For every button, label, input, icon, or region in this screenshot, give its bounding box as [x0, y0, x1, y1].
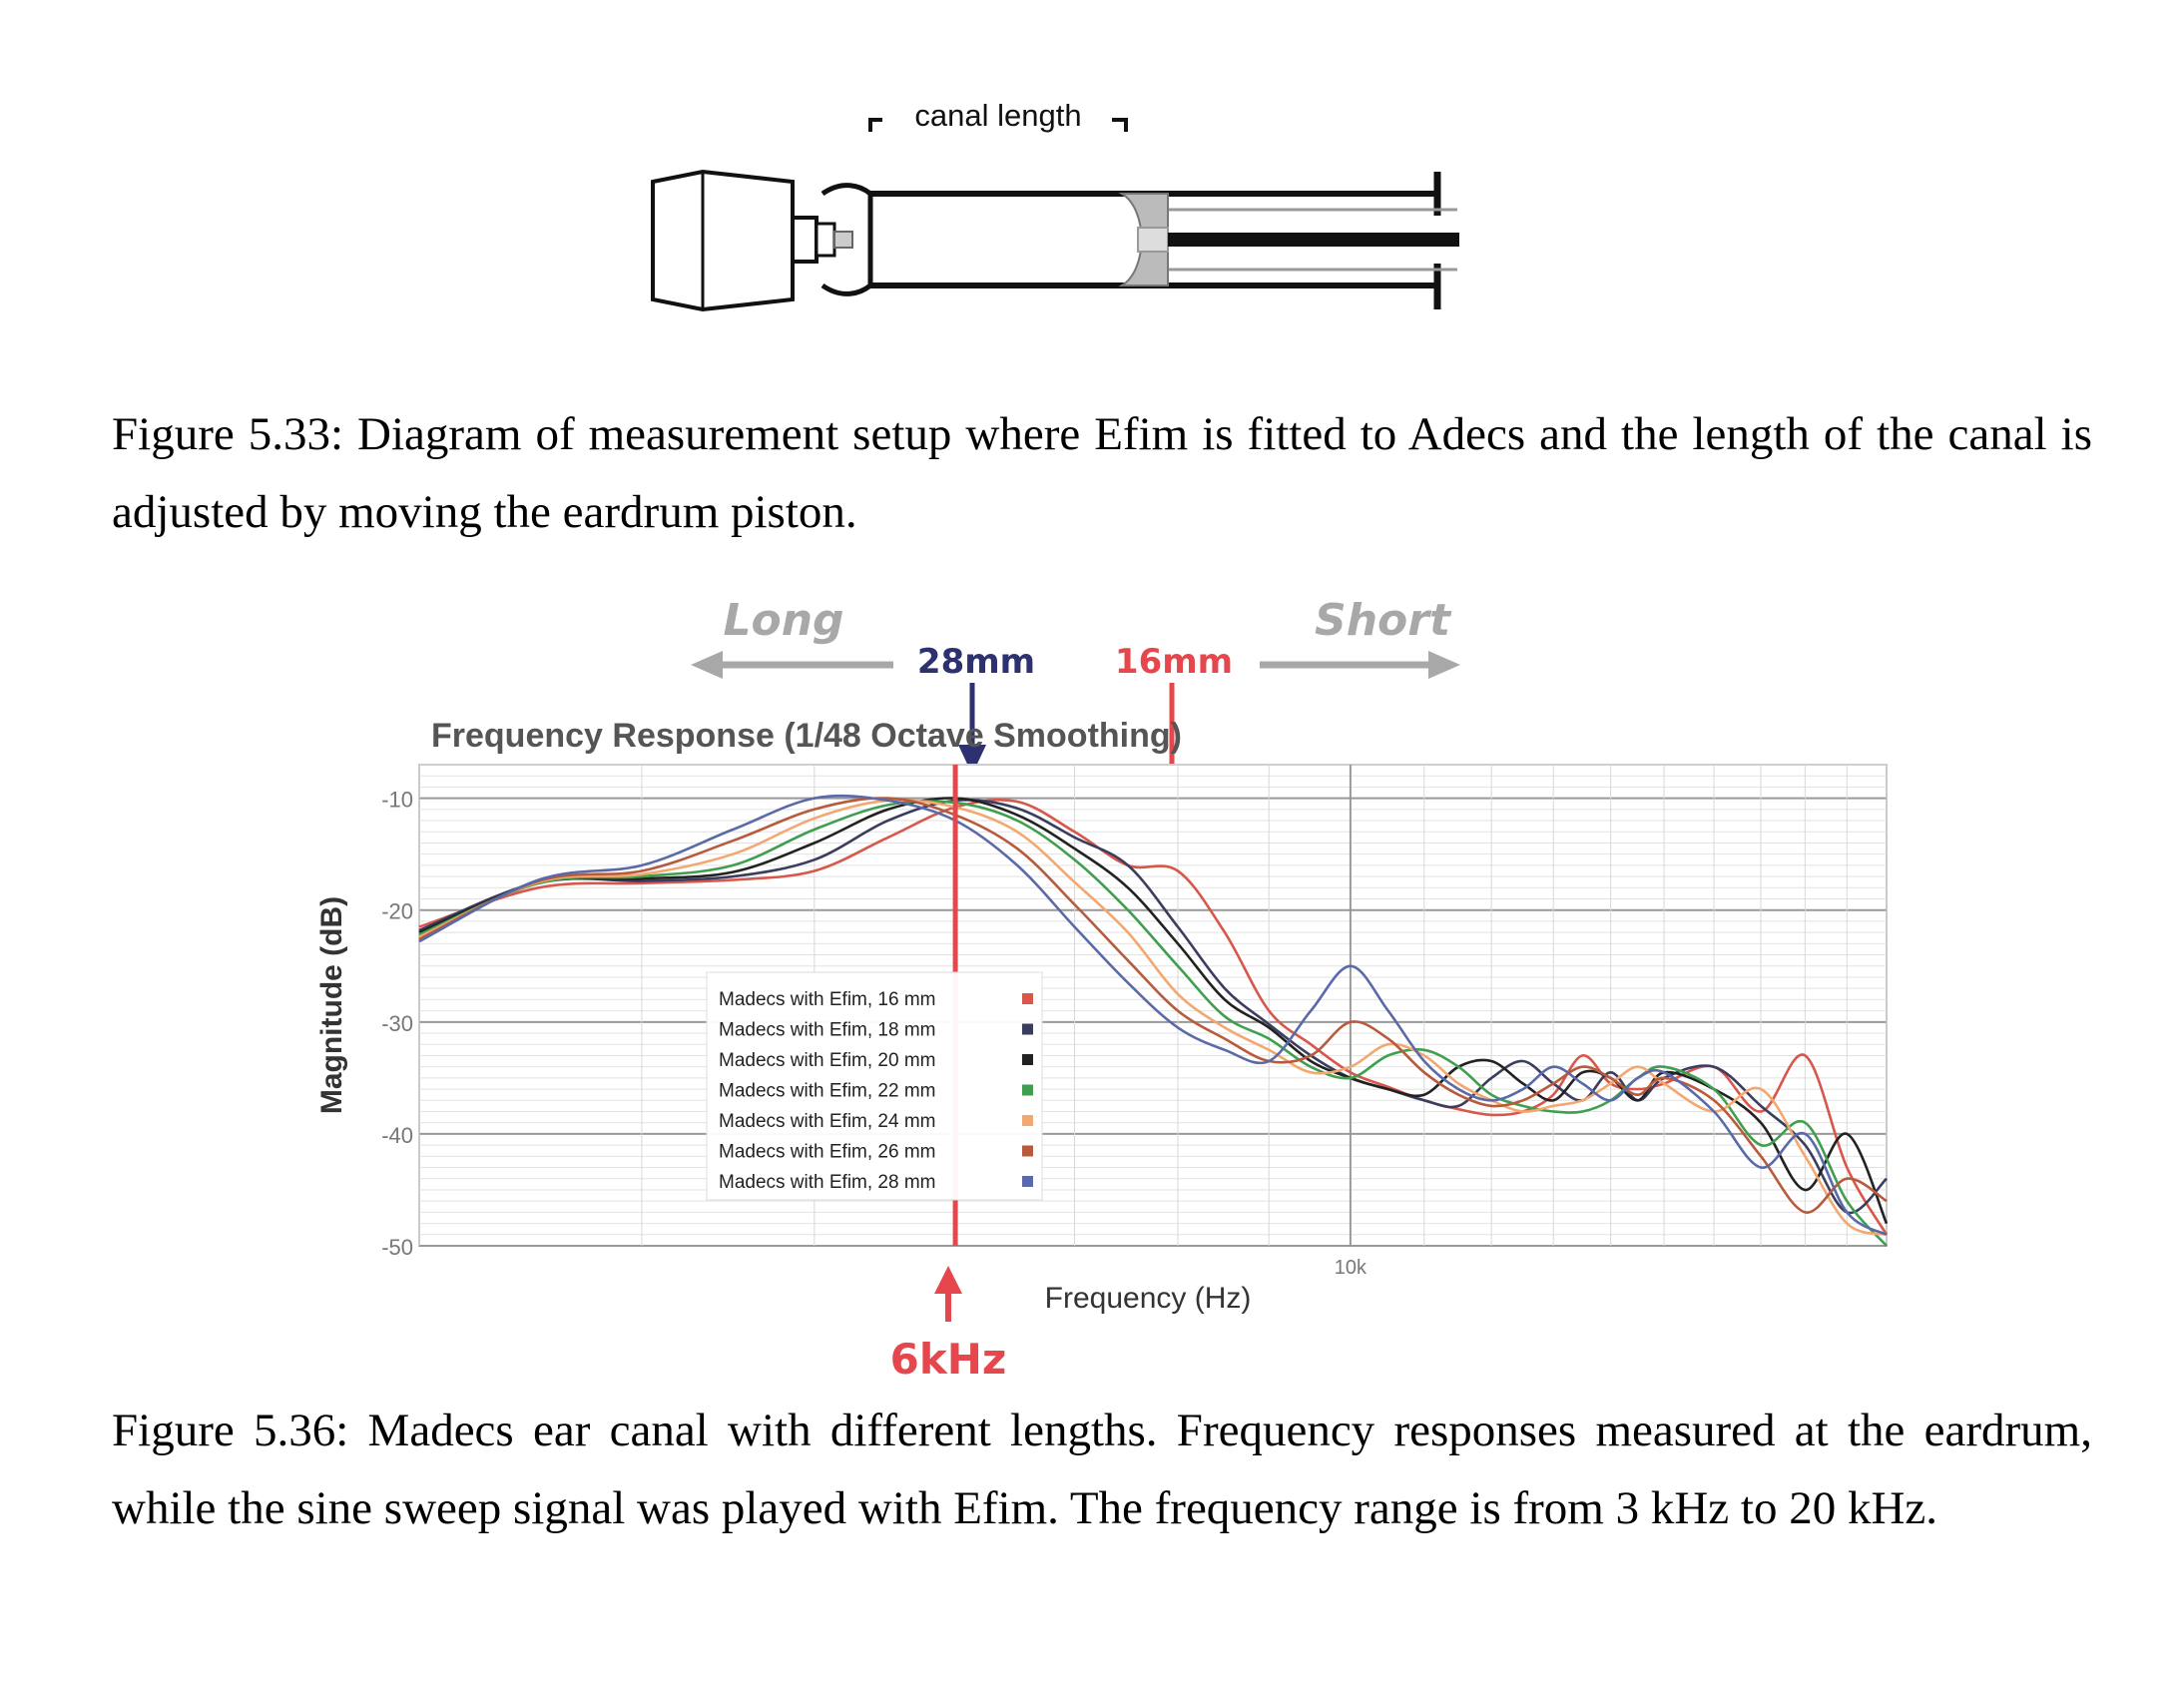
legend-entry-label: Madecs with Efim, 18 mm: [719, 1020, 936, 1041]
series-line-1: [418, 799, 1889, 1236]
ear-tip: [820, 183, 873, 296]
y-tick-label: -50: [381, 1235, 413, 1260]
series-lines: [418, 794, 1889, 1247]
mark-6khz-label: 6kHz: [890, 1335, 1007, 1384]
y-tick-label: -40: [381, 1123, 413, 1148]
legend-entry-label: Madecs with Efim, 20 mm: [719, 1050, 936, 1071]
y-tick-label: -20: [381, 899, 413, 924]
legend-swatch: [1022, 1023, 1033, 1035]
legend-entry-label: Madecs with Efim, 26 mm: [719, 1142, 936, 1163]
long-label: Long: [723, 595, 843, 646]
earphone-nozzle: [791, 216, 819, 264]
series-line-5: [418, 799, 1888, 1237]
frequency-response-chart: Long Short 28mm 16mm Frequency Response …: [315, 595, 1889, 1384]
series-line-6: [418, 797, 1888, 1214]
canal-length-bracket-right: [1112, 118, 1128, 132]
chart-title: Frequency Response (1/48 Octave Smoothin…: [431, 717, 1182, 755]
legend-entry-label: Madecs with Efim, 16 mm: [719, 989, 936, 1010]
annotations: Long Short 28mm 16mm: [691, 595, 1460, 850]
legend-swatch: [1022, 1084, 1033, 1096]
legend-swatch: [1022, 1176, 1033, 1187]
legend-swatch: [1022, 993, 1033, 1004]
mark-16mm-label: 16mm: [1115, 642, 1233, 682]
y-ticks: -10 -20 -30 -40 -50: [381, 788, 413, 1260]
legend-swatch: [1022, 1054, 1033, 1065]
measurement-setup-diagram: canal length: [651, 98, 1459, 312]
figure-5-36-caption: Figure 5.36: Madecs ear canal with diffe…: [112, 1405, 2092, 1534]
y-axis-label: Magnitude (dB): [315, 896, 348, 1114]
canal-length-bracket-left: [868, 118, 882, 132]
x-tick-label: 10k: [1335, 1257, 1367, 1279]
legend-entry-label: Madecs with Efim, 24 mm: [719, 1111, 936, 1132]
plot-area: -10 -20 -30 -40 -50 10k: [381, 764, 1889, 1279]
short-label: Short: [1315, 595, 1452, 646]
canal-length-label: canal length: [914, 98, 1081, 133]
y-tick-label: -10: [381, 788, 413, 813]
x-axis-label: Frequency (Hz): [1045, 1282, 1252, 1315]
grid-lines: [418, 764, 1888, 1247]
x-ticks: 10k: [1335, 1257, 1367, 1279]
mark-28mm-label: 28mm: [917, 642, 1035, 682]
legend-swatch: [1022, 1115, 1033, 1126]
earphone-body: [651, 169, 795, 312]
series-line-4: [418, 800, 1888, 1247]
figure-5-33-caption: Figure 5.33: Diagram of measurement setu…: [112, 408, 2092, 538]
series-line-7: [418, 794, 1888, 1236]
piston-rod: [1168, 233, 1459, 247]
legend: Madecs with Efim, 16 mm Madecs with Efim,…: [706, 971, 1043, 1201]
legend-entry-label: Madecs with Efim, 22 mm: [719, 1081, 936, 1102]
y-tick-label: -30: [381, 1011, 413, 1036]
legend-swatch: [1022, 1145, 1033, 1157]
legend-entry-label: Madecs with Efim, 28 mm: [719, 1172, 936, 1193]
